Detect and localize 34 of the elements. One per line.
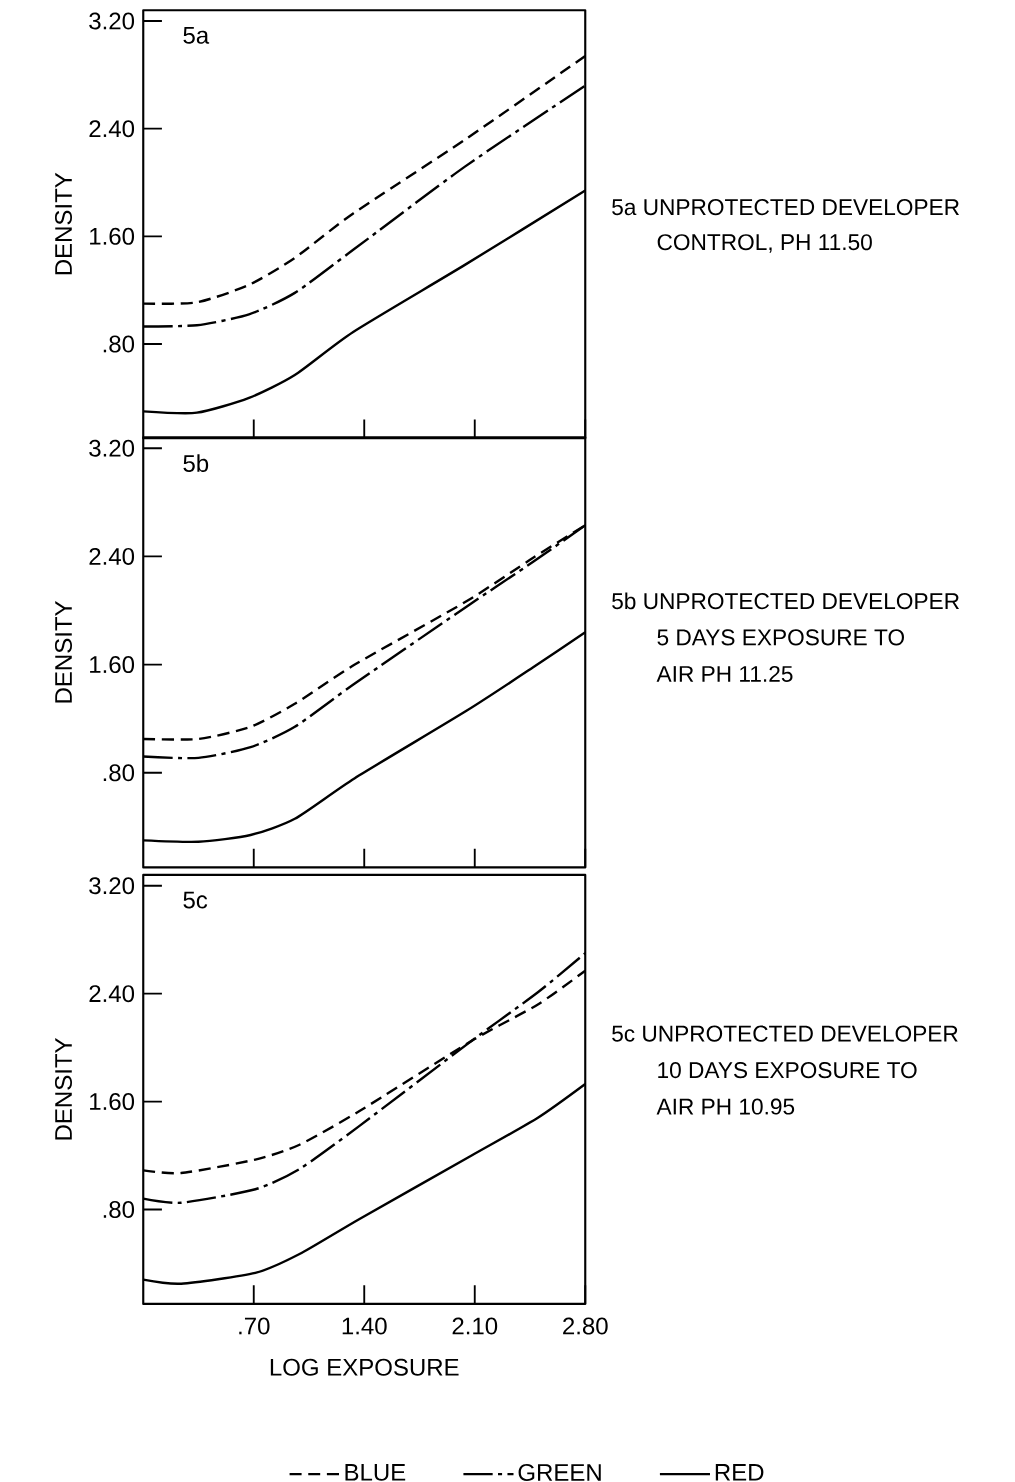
text: AIR PH 11.25 [656,665,793,682]
y-tick-label: 3.20 [89,439,135,457]
text: 5b UNPROTECTED DEVELOPER [612,592,960,610]
y-tick-label: 1.60 [90,656,135,674]
y-axis-title: DENSITY [55,172,73,275]
y-axis-title: DENSITY [55,1037,73,1140]
legend-label: RED [715,1464,764,1481]
annotation: 5a [183,27,210,44]
y-tick-label: 2.40 [89,547,135,565]
y-tick-label: .80 [103,1200,135,1218]
text: AIR PH 10.95 [656,1098,795,1115]
x-axis-title: LOG EXPOSURE [270,1358,459,1376]
x-tick-label: 2.80 [563,1317,608,1335]
y-tick-label: 1.60 [90,227,135,245]
y-axis-title: DENSITY [55,600,73,703]
text: 10 DAYS EXPOSURE TO [658,1062,917,1079]
y-tick-label: 3.20 [89,877,135,895]
text: 5 DAYS EXPOSURE TO [657,629,905,646]
y-tick-label: 1.60 [90,1093,135,1111]
legend-label: BLUE [345,1464,406,1481]
y-tick-label: .80 [103,764,135,782]
text: CONTROL, PH 11.50 [657,234,872,253]
y-tick-label: .80 [103,335,135,353]
x-tick-label: 2.10 [452,1317,498,1335]
x-tick-label: .70 [239,1317,270,1335]
text: 5a UNPROTECTED DEVELOPER [612,199,960,216]
legend-label: GREEN [518,1463,601,1481]
y-tick-label: 2.40 [89,120,135,138]
annotation: 5c [183,891,208,909]
y-tick-label: 2.40 [89,985,135,1003]
x-tick-label: 1.40 [342,1317,387,1335]
y-tick-label: 3.20 [89,12,135,30]
annotation: 5b [183,454,209,472]
text: 5c UNPROTECTED DEVELOPER [612,1025,958,1042]
